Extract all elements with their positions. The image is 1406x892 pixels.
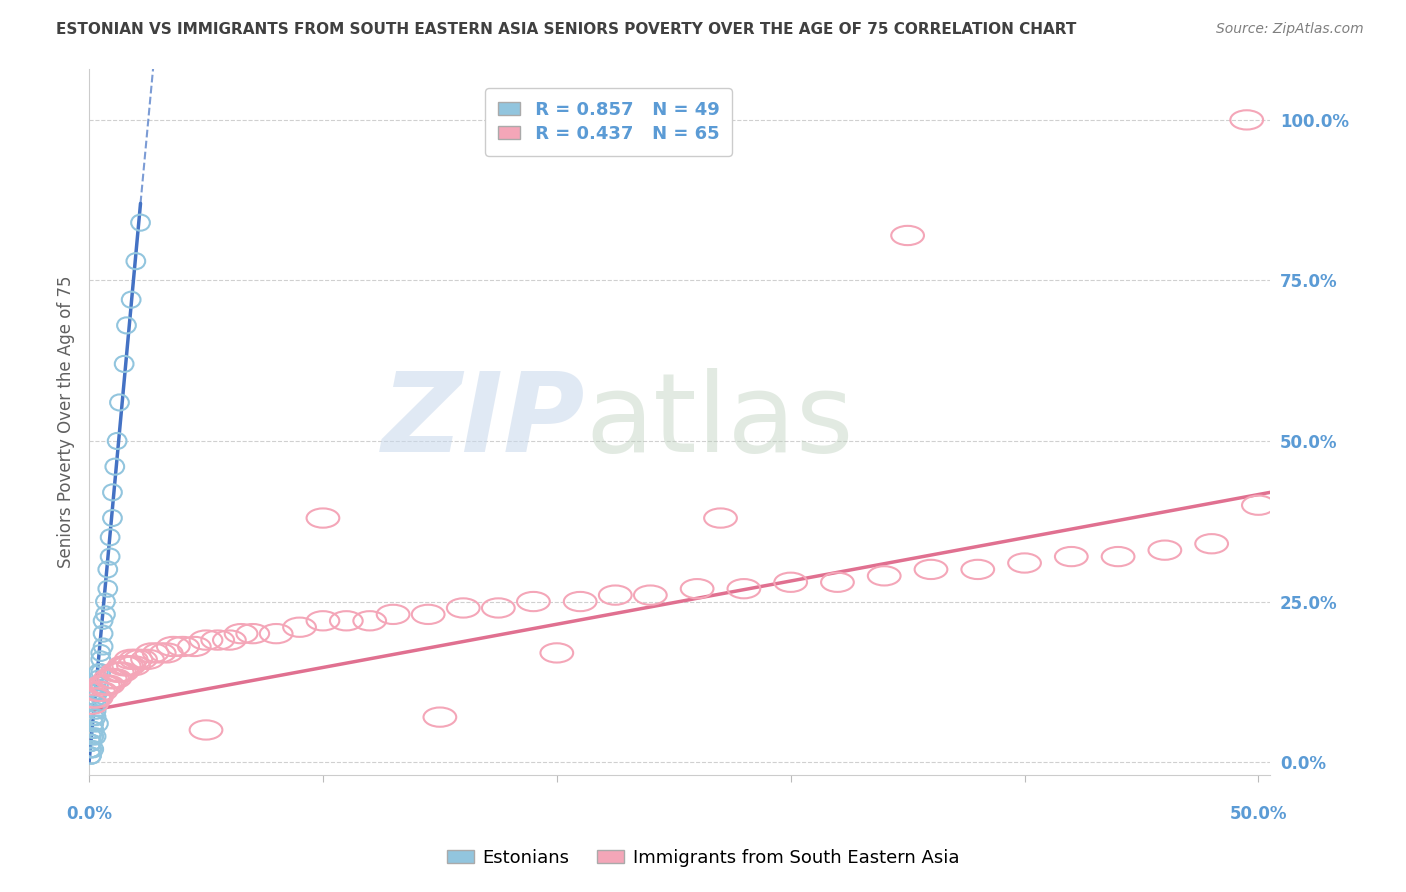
Text: ESTONIAN VS IMMIGRANTS FROM SOUTH EASTERN ASIA SENIORS POVERTY OVER THE AGE OF 7: ESTONIAN VS IMMIGRANTS FROM SOUTH EASTER…: [56, 22, 1077, 37]
Text: 50.0%: 50.0%: [1230, 805, 1286, 823]
Text: 0.0%: 0.0%: [66, 805, 112, 823]
Text: atlas: atlas: [585, 368, 853, 475]
Text: ZIP: ZIP: [381, 368, 585, 475]
Text: Source: ZipAtlas.com: Source: ZipAtlas.com: [1216, 22, 1364, 37]
Y-axis label: Seniors Poverty Over the Age of 75: Seniors Poverty Over the Age of 75: [58, 276, 75, 568]
Legend: Estonians, Immigrants from South Eastern Asia: Estonians, Immigrants from South Eastern…: [440, 842, 967, 874]
Legend:  R = 0.857   N = 49,  R = 0.437   N = 65: R = 0.857 N = 49, R = 0.437 N = 65: [485, 88, 733, 156]
